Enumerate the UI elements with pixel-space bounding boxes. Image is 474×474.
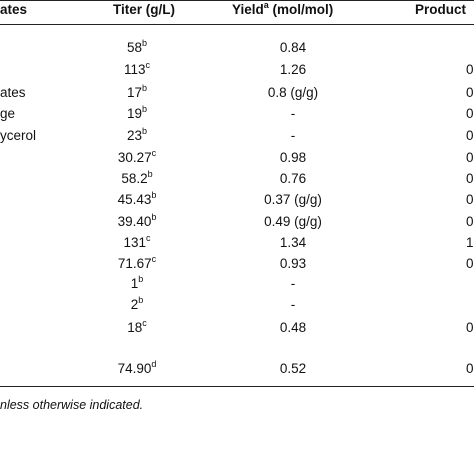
- yield-cell: -: [290, 106, 296, 121]
- productivity-cell: 1: [466, 235, 474, 250]
- header-text: Yield: [232, 2, 264, 17]
- yield-cell: 0.93: [279, 256, 307, 271]
- header-cell: Yielda (mol/mol): [232, 0, 334, 18]
- yield-cell: 1.26: [279, 62, 307, 77]
- titer-sup: d: [151, 359, 157, 369]
- titer-cell: 45.43b: [80, 190, 194, 208]
- titer-cell: 74.90d: [80, 359, 194, 377]
- titer-cell: 71.67c: [80, 254, 194, 272]
- titer-value: 131: [123, 235, 147, 250]
- productivity-cell: 0: [466, 62, 474, 77]
- titer-value: 19: [126, 106, 142, 121]
- titer-sup: c: [146, 233, 151, 243]
- titer-value: 1: [130, 276, 139, 291]
- titer-value: 30.27: [117, 150, 152, 165]
- titer-cell: 58.2b: [80, 169, 194, 187]
- productivity-cell: 0: [466, 106, 474, 121]
- header-cell: Titer (g/L): [113, 2, 175, 17]
- titer-value: 39.40: [117, 214, 152, 229]
- yield-cell: 0.52: [279, 361, 307, 376]
- yield-cell: 0.98: [279, 150, 307, 165]
- yield-cell: 1.34: [279, 235, 307, 250]
- titer-cell: 19b: [80, 104, 194, 122]
- titer-sup: b: [142, 126, 148, 136]
- header-text: (mol/mol): [268, 2, 334, 17]
- substrate-cell: ycerol: [0, 128, 37, 143]
- titer-cell: 30.27c: [80, 148, 194, 166]
- yield-cell: -: [290, 276, 296, 291]
- substrate-cell: ge: [0, 106, 16, 121]
- titer-value: 45.43: [117, 192, 152, 207]
- titer-sup: b: [142, 104, 148, 114]
- productivity-cell: 0: [466, 85, 474, 100]
- yield-cell: -: [290, 297, 296, 312]
- titer-value: 23: [126, 128, 142, 143]
- titer-sup: b: [142, 38, 148, 48]
- titer-sup: b: [147, 169, 153, 179]
- substrate-cell: ates: [0, 85, 26, 100]
- titer-value: 58.2: [121, 171, 148, 186]
- titer-cell: 18c: [80, 318, 194, 336]
- yield-cell: -: [290, 128, 296, 143]
- titer-value: 17: [126, 85, 142, 100]
- titer-value: 58: [126, 40, 142, 55]
- titer-sup: c: [151, 254, 157, 264]
- productivity-cell: 0: [466, 150, 474, 165]
- titer-value: 113: [123, 62, 146, 77]
- titer-value: 71.67: [117, 256, 152, 271]
- yield-cell: 0.8 (g/g): [267, 85, 319, 100]
- productivity-cell: 0: [466, 192, 474, 207]
- titer-cell: 17b: [80, 83, 194, 101]
- titer-cell: 113c: [80, 60, 194, 78]
- yield-cell: 0.84: [279, 40, 307, 55]
- titer-sup: c: [145, 60, 151, 70]
- titer-cell: 131c: [80, 233, 194, 251]
- yield-cell: 0.37 (g/g): [264, 192, 322, 207]
- titer-sup: b: [138, 295, 144, 305]
- titer-sup: c: [151, 148, 157, 158]
- footnote: nless otherwise indicated.: [0, 398, 144, 412]
- header-rule: [0, 24, 474, 25]
- titer-sup: b: [138, 274, 144, 284]
- titer-value: 74.90: [117, 361, 152, 376]
- header-cell: Product: [415, 2, 467, 17]
- titer-sup: b: [151, 212, 157, 222]
- titer-cell: 39.40b: [80, 212, 194, 230]
- titer-value: 18: [127, 320, 143, 335]
- productivity-cell: 0: [466, 171, 474, 186]
- titer-sup: b: [142, 83, 148, 93]
- productivity-cell: 0: [466, 256, 474, 271]
- titer-cell: 58b: [80, 38, 194, 56]
- header-sup: a: [263, 0, 269, 10]
- productivity-cell: 0: [466, 214, 474, 229]
- productivity-cell: 0: [466, 128, 474, 143]
- titer-cell: 23b: [80, 126, 194, 144]
- yield-cell: 0.48: [279, 320, 307, 335]
- yield-cell: 0.49 (g/g): [264, 214, 322, 229]
- titer-sup: b: [151, 190, 157, 200]
- titer-cell: 1b: [80, 274, 194, 292]
- header-cell: ates: [0, 2, 28, 17]
- yield-cell: 0.76: [279, 171, 307, 186]
- bottom-rule: [0, 386, 474, 387]
- top-rule: [0, 0, 474, 1]
- titer-value: 2: [130, 297, 139, 312]
- productivity-cell: 0: [466, 320, 474, 335]
- titer-sup: c: [142, 318, 147, 328]
- titer-cell: 2b: [80, 295, 194, 313]
- productivity-cell: 0: [466, 361, 474, 376]
